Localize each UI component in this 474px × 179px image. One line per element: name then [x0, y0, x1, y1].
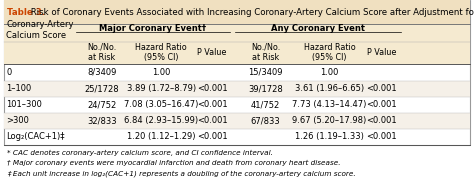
Text: 7.73 (4.13–14.47): 7.73 (4.13–14.47)	[292, 100, 366, 109]
Bar	[4, 0, 470, 145]
Text: P Value: P Value	[198, 48, 227, 57]
Text: 3.61 (1.96–6.65): 3.61 (1.96–6.65)	[295, 84, 364, 93]
Text: Table 3.: Table 3.	[7, 8, 45, 17]
Text: <0.001: <0.001	[197, 84, 228, 93]
Text: 6.84 (2.93–15.99): 6.84 (2.93–15.99)	[124, 116, 198, 125]
Text: † Major coronary events were myocardial infarction and death from coronary heart: † Major coronary events were myocardial …	[7, 160, 341, 166]
Text: <0.001: <0.001	[197, 116, 228, 125]
Text: Hazard Ratio
(95% CI): Hazard Ratio (95% CI)	[135, 43, 187, 62]
Text: <0.001: <0.001	[366, 84, 397, 93]
Text: >300: >300	[6, 116, 29, 125]
Text: P Value: P Value	[367, 48, 396, 57]
Text: 1.00: 1.00	[320, 68, 338, 77]
Text: 15/3409: 15/3409	[248, 68, 283, 77]
Text: 67/833: 67/833	[251, 116, 280, 125]
Text: 39/1728: 39/1728	[248, 84, 283, 93]
Text: Any Coronary Event: Any Coronary Event	[271, 24, 365, 33]
Text: Risk of Coronary Events Associated with Increasing Coronary-Artery Calcium Score: Risk of Coronary Events Associated with …	[28, 8, 474, 17]
Text: <0.001: <0.001	[366, 116, 397, 125]
Text: No./No.
at Risk: No./No. at Risk	[87, 43, 117, 62]
Text: Hazard Ratio
(95% CI): Hazard Ratio (95% CI)	[303, 43, 356, 62]
Text: 1–100: 1–100	[6, 84, 31, 93]
Text: 101–300: 101–300	[6, 100, 42, 109]
Text: 0: 0	[6, 68, 11, 77]
Text: 1.00: 1.00	[152, 68, 170, 77]
Text: 41/752: 41/752	[251, 100, 280, 109]
Text: Coronary-Artery
Calcium Score: Coronary-Artery Calcium Score	[6, 20, 73, 40]
Text: 7.08 (3.05–16.47): 7.08 (3.05–16.47)	[124, 100, 198, 109]
Bar	[4, 113, 470, 129]
Text: 32/833: 32/833	[87, 116, 117, 125]
Text: 3.89 (1.72–8.79): 3.89 (1.72–8.79)	[127, 84, 196, 93]
Text: * CAC denotes coronary-artery calcium score, and CI confidence interval.: * CAC denotes coronary-artery calcium sc…	[7, 149, 273, 156]
Text: No./No.
at Risk: No./No. at Risk	[251, 43, 280, 62]
Bar	[4, 24, 470, 64]
Bar	[4, 0, 470, 24]
Text: Major Coronary Event†: Major Coronary Event†	[99, 24, 207, 33]
Text: 24/752: 24/752	[87, 100, 117, 109]
Text: <0.001: <0.001	[197, 100, 228, 109]
Text: 8/3409: 8/3409	[87, 68, 117, 77]
Text: <0.001: <0.001	[366, 132, 397, 141]
Text: 25/1728: 25/1728	[84, 84, 119, 93]
Text: 1.26 (1.19–1.33): 1.26 (1.19–1.33)	[295, 132, 364, 141]
Text: 9.67 (5.20–17.98): 9.67 (5.20–17.98)	[292, 116, 366, 125]
Bar	[4, 81, 470, 97]
Text: 1.20 (1.12–1.29): 1.20 (1.12–1.29)	[127, 132, 195, 141]
Text: <0.001: <0.001	[366, 100, 397, 109]
Text: ‡ Each unit increase in log₂(CAC+1) represents a doubling of the coronary-artery: ‡ Each unit increase in log₂(CAC+1) repr…	[7, 171, 356, 177]
Text: Log₂(CAC+1)‡: Log₂(CAC+1)‡	[6, 132, 64, 141]
Text: <0.001: <0.001	[197, 132, 228, 141]
